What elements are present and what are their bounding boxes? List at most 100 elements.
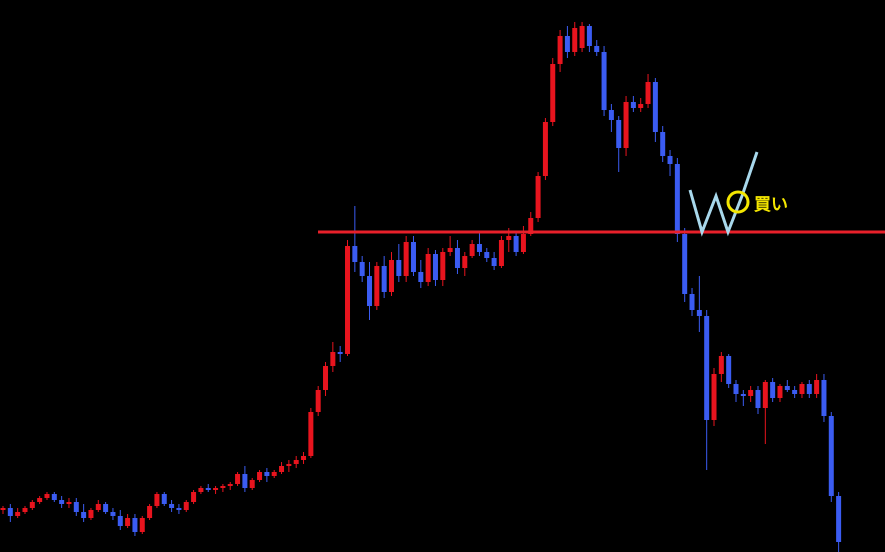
candle-body: [784, 386, 790, 390]
candle-body: [674, 164, 680, 234]
candle-body: [0, 508, 6, 510]
candle-body: [345, 246, 351, 354]
candle-body: [469, 244, 475, 256]
candle-body: [176, 508, 182, 510]
candle-body: [22, 508, 28, 512]
candle-body: [359, 262, 365, 276]
candle-body: [491, 258, 497, 266]
candle-body: [564, 36, 570, 52]
candle-body: [601, 52, 607, 110]
candle-body: [828, 416, 834, 496]
candle-body: [726, 356, 732, 384]
candle-body: [117, 516, 123, 526]
candle-body: [110, 512, 116, 516]
candle-body: [682, 234, 688, 294]
candle-body: [264, 472, 270, 476]
candle-body: [535, 176, 541, 218]
candle-body: [660, 132, 666, 156]
candle-body: [432, 254, 438, 280]
candle-body: [520, 234, 526, 252]
candle-body: [542, 122, 548, 176]
candle-body: [308, 412, 314, 456]
candle-body: [169, 504, 175, 508]
candle-body: [755, 390, 761, 408]
candle-body: [572, 28, 578, 52]
candle-body: [462, 256, 468, 268]
candle-body: [689, 294, 695, 310]
candle-body: [337, 352, 343, 354]
candle-body: [367, 276, 372, 306]
buy-marker: [726, 190, 750, 214]
candle-body: [550, 64, 556, 122]
candle-body: [279, 466, 285, 472]
candle-body: [484, 252, 490, 258]
candle-body: [594, 46, 600, 52]
candle-body: [513, 236, 519, 252]
candle-body: [374, 266, 380, 306]
candle-body: [125, 518, 131, 526]
candle-body: [814, 380, 820, 394]
candle-body: [330, 352, 336, 366]
candle-body: [139, 518, 145, 532]
candle-body: [257, 472, 263, 480]
candle-body: [704, 316, 710, 420]
candle-body: [88, 510, 94, 518]
w-pattern: [688, 151, 759, 237]
candle-body: [220, 486, 226, 488]
candle-body: [748, 390, 754, 396]
candle-body: [286, 464, 292, 466]
candle-body: [15, 512, 21, 516]
candle-body: [66, 502, 72, 504]
candle-body: [154, 494, 160, 506]
candle-body: [799, 384, 805, 394]
candle-body: [528, 218, 534, 234]
candle-body: [147, 506, 153, 518]
candle-body: [696, 310, 702, 316]
candle-body: [323, 366, 329, 390]
candle-body: [770, 382, 776, 398]
candle-body: [410, 242, 416, 272]
candle-body: [821, 380, 827, 416]
candle-body: [616, 120, 622, 148]
candle-body: [447, 248, 453, 252]
candle-body: [711, 374, 717, 420]
candle-body: [403, 242, 409, 276]
candle-body: [81, 512, 87, 518]
candle-body: [242, 474, 248, 488]
candle-body: [557, 36, 563, 64]
candles: [0, 22, 842, 552]
candle-body: [608, 110, 614, 120]
candle-body: [836, 496, 842, 542]
candle-body: [315, 390, 321, 412]
candle-body: [183, 502, 189, 510]
candle-body: [235, 474, 241, 484]
annotation: 買い: [754, 195, 788, 215]
candle-body: [29, 502, 35, 508]
candle-body: [249, 480, 255, 488]
candle-body: [37, 498, 43, 502]
candle-body: [638, 104, 644, 108]
candle-body: [645, 82, 651, 104]
candle-body: [161, 494, 167, 504]
candle-body: [440, 252, 446, 280]
candle-body: [198, 488, 204, 492]
candle-body: [579, 26, 585, 48]
candle-body: [301, 456, 307, 460]
candle-body: [425, 254, 431, 282]
candle-body: [806, 384, 812, 394]
candle-body: [95, 504, 101, 510]
candle-body: [213, 488, 219, 490]
candle-body: [652, 82, 658, 132]
candle-body: [381, 266, 387, 292]
candle-body: [352, 246, 358, 262]
candle-body: [293, 460, 299, 464]
candle-body: [454, 248, 460, 268]
candle-body: [506, 236, 512, 240]
candle-body: [586, 26, 592, 46]
candle-body: [227, 484, 233, 486]
candle-body: [132, 518, 138, 532]
candle-body: [51, 494, 57, 500]
candle-body: [792, 390, 798, 394]
candle-body: [667, 156, 673, 164]
